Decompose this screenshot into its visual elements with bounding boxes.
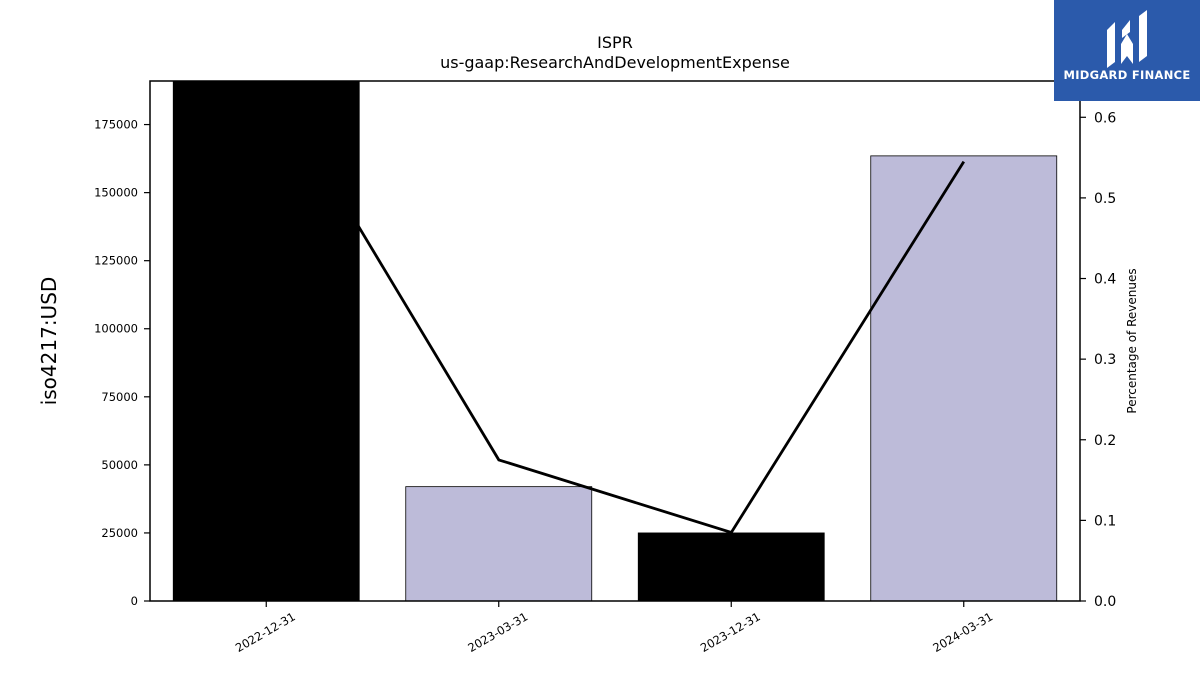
bars-layer (172, 80, 1058, 602)
y-tick-label: 0 (131, 594, 138, 608)
y-axis-label: iso4217:USD (37, 277, 61, 406)
bar-2022-12-31 (172, 80, 360, 602)
chart-subtitle: us-gaap:ResearchAndDevelopmentExpense (440, 53, 790, 72)
percentage-line (269, 81, 965, 535)
y-right-tick-label: 0.3 (1094, 352, 1116, 368)
y-tick-label: 25000 (101, 526, 138, 540)
y-right-tick-label: 0.0 (1094, 594, 1116, 610)
y-tick-label: 150000 (94, 186, 138, 200)
y-tick-label: 175000 (94, 118, 138, 132)
bar-2023-03-31 (405, 486, 593, 602)
bar-2024-03-31 (870, 155, 1058, 602)
x-tick-label: 2023-03-31 (465, 609, 530, 655)
bar-2023-12-31 (637, 532, 825, 602)
y-axis-left: 0 25000 50000 75000 100000 125000 150000 175000 (94, 118, 150, 608)
x-tick-label: 2024-03-31 (930, 609, 995, 655)
x-axis: 2022-12-31 2023-03-31 2023-12-31 2024-03-31 (233, 601, 995, 655)
y-right-tick-label: 0.2 (1094, 433, 1116, 449)
x-tick-label: 2023-12-31 (698, 609, 763, 655)
y-tick-label: 50000 (101, 458, 138, 472)
y-axis-right-label: Percentage of Revenues (1125, 268, 1139, 413)
x-tick-label: 2022-12-31 (233, 609, 298, 655)
midgard-logo-icon (1107, 10, 1147, 68)
y-right-tick-label: 0.5 (1094, 191, 1116, 207)
y-tick-label: 100000 (94, 322, 138, 336)
y-right-tick-label: 0.4 (1094, 272, 1116, 288)
plot-frame (149, 80, 1081, 602)
y-tick-label: 125000 (94, 254, 138, 268)
brand-logo: MIDGARD FINANCE (1054, 0, 1200, 101)
y-right-tick-label: 0.1 (1094, 513, 1116, 529)
line-layer (269, 81, 965, 535)
y-axis-right: 0.0 0.1 0.2 0.3 0.4 0.5 0.6 (1080, 110, 1116, 610)
y-tick-label: 75000 (101, 390, 138, 404)
y-right-tick-label: 0.6 (1094, 110, 1116, 126)
chart-title: ISPR (597, 33, 633, 52)
brand-name: MIDGARD FINANCE (1063, 68, 1191, 82)
